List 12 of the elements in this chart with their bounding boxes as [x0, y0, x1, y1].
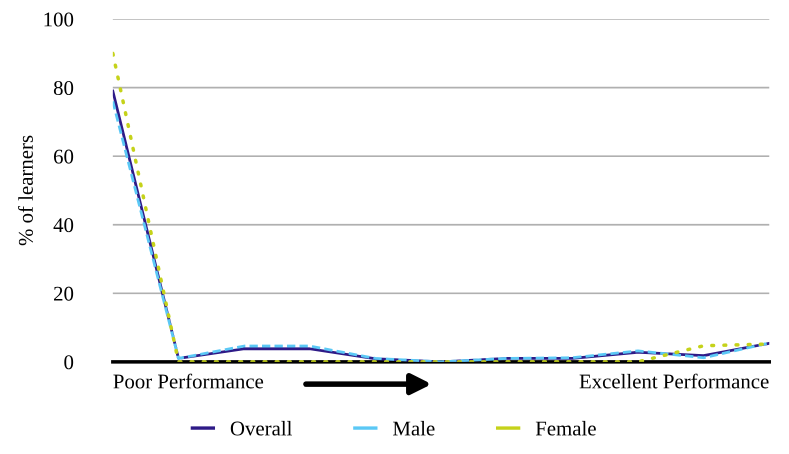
- y-tick-label: 20: [54, 286, 74, 301]
- y-tick-label: 80: [54, 80, 74, 96]
- legend-label: Overall: [230, 420, 292, 436]
- y-tick-label: 60: [54, 150, 74, 164]
- text: Poor Performance: [113, 374, 264, 388]
- y-axis-title: % of learners: [18, 136, 33, 246]
- y-tick-label: 0: [64, 355, 74, 370]
- legend-label: Female: [536, 420, 596, 436]
- text: Excellent Performance: [580, 374, 769, 388]
- legend-label: Male: [393, 420, 435, 436]
- y-tick-label: 40: [54, 218, 74, 232]
- y-tick-label: 100: [44, 12, 74, 26]
